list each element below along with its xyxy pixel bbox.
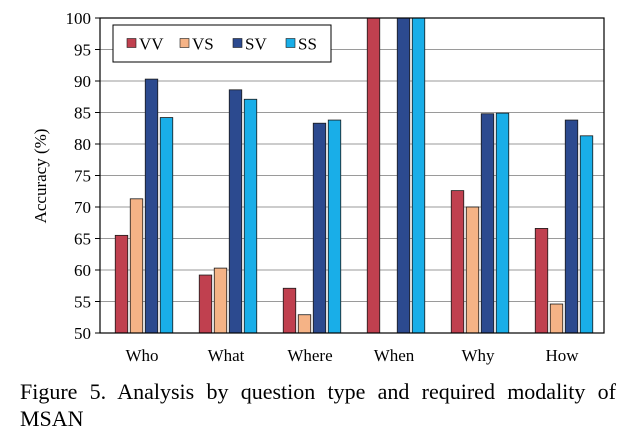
bar-ss-why [496, 113, 509, 333]
figure-caption: Figure 5. Analysis by question type and … [20, 378, 616, 432]
legend-label-vv: VV [139, 35, 164, 54]
bar-ss-who [160, 118, 173, 333]
y-tick-label: 50 [74, 324, 91, 343]
x-tick-label: Who [125, 346, 158, 365]
x-tick-label: When [374, 346, 415, 365]
bar-vs-what [214, 268, 227, 333]
x-tick-label: Where [287, 346, 332, 365]
bar-ss-where [328, 120, 341, 333]
y-tick-label: 95 [74, 41, 91, 60]
bar-ss-what [244, 99, 257, 333]
y-tick-label: 80 [74, 135, 91, 154]
x-tick-label: How [545, 346, 579, 365]
legend-swatch-sv [233, 39, 242, 48]
bar-vs-how [550, 304, 563, 333]
gridlines [100, 18, 604, 333]
bar-vs-why [466, 207, 479, 333]
bar-chart: 50 55 60 65 70 75 80 85 90 95 100 Who What Where When W… [0, 0, 638, 380]
bar-vv-why [451, 191, 464, 333]
bar-vv-when [367, 18, 380, 333]
legend: VV VS SV SS [113, 25, 331, 62]
bar-ss-how [580, 136, 593, 333]
y-tick-label: 90 [74, 72, 91, 91]
legend-label-vs: VS [192, 35, 214, 54]
bar-vv-how [535, 228, 548, 333]
bar-vv-what [199, 275, 212, 333]
bar-vs-where [298, 315, 311, 333]
y-tick-label: 100 [66, 9, 92, 28]
bar-sv-what [229, 90, 242, 333]
bar-sv-who [145, 79, 158, 333]
y-tick-label: 75 [74, 167, 91, 186]
legend-label-sv: SV [245, 35, 267, 54]
bar-sv-when [397, 18, 410, 333]
legend-swatch-ss [286, 39, 295, 48]
bar-vs-who [130, 199, 143, 333]
bar-sv-where [313, 123, 326, 333]
bar-sv-why [481, 114, 494, 333]
x-tick-label: What [208, 346, 245, 365]
y-tick-label: 55 [74, 293, 91, 312]
bar-sv-how [565, 120, 578, 333]
y-tick-label: 85 [74, 104, 91, 123]
x-tick-label: Why [461, 346, 495, 365]
y-axis-title: Accuracy (%) [31, 129, 50, 224]
bar-vv-who [115, 235, 128, 333]
y-tick-label: 60 [74, 261, 91, 280]
bar-ss-when [412, 18, 425, 333]
legend-swatch-vs [180, 39, 189, 48]
y-tick-label: 70 [74, 198, 91, 217]
legend-label-ss: SS [298, 35, 317, 54]
legend-swatch-vv [127, 39, 136, 48]
bar-vv-where [283, 288, 296, 333]
y-tick-label: 65 [74, 230, 91, 249]
